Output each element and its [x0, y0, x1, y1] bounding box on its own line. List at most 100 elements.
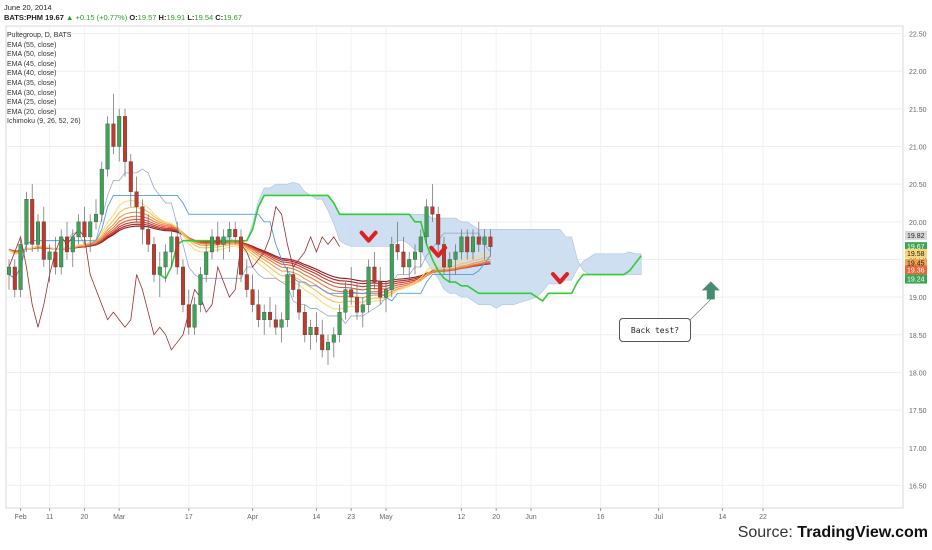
time-axis[interactable]: Feb 11 20 Mar 17 Apr 14 23 May 12 20 Jun 16 Jul 14 22	[15, 508, 767, 521]
candle-body	[256, 304, 261, 320]
candle-body	[366, 266, 371, 305]
candle-body	[430, 206, 435, 215]
candle-body	[343, 289, 348, 313]
candle-body	[482, 236, 487, 245]
candle-body	[151, 244, 156, 275]
candle-body	[146, 229, 151, 245]
ytick-label: 19.00	[909, 295, 927, 302]
xtick-label: Feb	[15, 514, 27, 521]
price-label-bg	[905, 265, 927, 275]
price-axis[interactable]: 22.5022.0021.5021.0020.5020.0019.5019.00…	[905, 32, 927, 491]
callout-pointer	[689, 299, 712, 321]
candle-body	[82, 221, 87, 238]
price-label: 19.24	[907, 277, 925, 284]
candle-body	[360, 304, 365, 313]
candle-body	[117, 116, 122, 147]
candle-body	[302, 311, 307, 335]
candle-body	[111, 123, 116, 147]
xtick-label: 20	[492, 514, 500, 521]
header-high-label: H:	[158, 13, 167, 22]
ytick-label: 22.00	[909, 69, 927, 76]
source-credit: Source: TradingView.com	[738, 524, 928, 542]
header-quote: BATS:PHM 19.67 ▲ +0.15 (+0.77%) O:19.57 …	[4, 13, 242, 22]
source-brand: TradingView.com	[797, 524, 928, 541]
candle-body	[476, 236, 481, 245]
up-arrow-icon	[701, 281, 720, 300]
candle-body	[180, 266, 185, 305]
header-last: 19.67	[45, 13, 64, 22]
candle-body	[418, 236, 423, 253]
candle-body	[389, 244, 394, 290]
candle-body	[70, 236, 75, 253]
candle-body	[163, 251, 168, 268]
candle-body	[413, 251, 418, 260]
price-label: 19.58	[907, 251, 925, 258]
candlestick-series	[6, 93, 493, 365]
header-date: June 20, 2014	[4, 3, 52, 12]
candle-body	[233, 229, 238, 238]
candle-body	[273, 319, 278, 328]
xtick-label: 22	[759, 514, 767, 521]
ytick-label: 17.50	[909, 408, 927, 415]
lagging-span-line	[8, 205, 340, 351]
candle-body	[384, 289, 389, 298]
legend-item-ema20: EMA (20, close)	[7, 108, 57, 116]
price-label-bg	[905, 274, 927, 284]
xtick-label: 20	[81, 514, 89, 521]
source-prefix: Source:	[737, 524, 798, 541]
candle-body	[308, 327, 313, 335]
candle-body	[378, 281, 383, 298]
candle-body	[47, 251, 52, 260]
legend-item-ema50: EMA (50, close)	[7, 51, 57, 59]
header-low: 19.54	[194, 13, 214, 22]
candle-body	[209, 236, 214, 253]
xtick-label: 12	[458, 514, 466, 521]
price-label-bg	[905, 258, 927, 268]
candle-body	[326, 342, 331, 351]
candle-body	[250, 289, 255, 305]
candle-body	[349, 289, 354, 298]
candle-body	[447, 259, 452, 268]
candle-body	[192, 304, 197, 328]
down-arrow-icon	[551, 272, 569, 285]
down-arrow-icon	[359, 230, 378, 243]
candle-body	[227, 229, 232, 238]
candle-body	[465, 236, 470, 253]
candle-body	[30, 199, 35, 245]
candle-body	[407, 259, 412, 268]
price-label: 19.82	[907, 233, 925, 240]
price-label: 19.45	[907, 261, 925, 268]
header-open-label: O:	[129, 13, 138, 22]
candle-body	[453, 251, 458, 260]
candle-body	[314, 327, 319, 335]
legend-title: Pultegroup, D, BATS	[7, 32, 72, 39]
price-label: 19.36	[907, 268, 925, 275]
candle-body	[244, 274, 249, 290]
candle-body	[93, 214, 98, 223]
candle-body	[331, 334, 336, 343]
header-change: ▲ +0.15 (+0.77%)	[66, 13, 128, 22]
candle-body	[337, 311, 342, 335]
legend-item-ichimoku: Ichimoku (9, 26, 52, 26)	[7, 118, 81, 126]
candle-body	[442, 244, 447, 268]
annotation-marks	[359, 230, 720, 321]
back-test-callout: Back test?	[619, 318, 691, 342]
candle-body	[268, 311, 273, 320]
legend-item-ema45: EMA (45, close)	[7, 60, 57, 68]
header-open: 19.57	[137, 13, 157, 22]
candle-body	[24, 199, 29, 245]
price-label-bg	[905, 242, 927, 252]
legend-item-ema25: EMA (25, close)	[7, 99, 57, 107]
ytick-label: 21.50	[909, 107, 927, 114]
header-symbol: BATS:PHM	[4, 13, 44, 22]
candle-body	[320, 334, 325, 351]
legend-item-ema55: EMA (55, close)	[7, 41, 57, 49]
candle-body	[424, 206, 429, 238]
candle-body	[128, 161, 133, 192]
ema-20-line	[8, 199, 491, 310]
candle-body	[18, 244, 23, 290]
xtick-label: 11	[46, 514, 53, 521]
candle-body	[76, 221, 81, 238]
ytick-label: 20.50	[909, 182, 927, 189]
